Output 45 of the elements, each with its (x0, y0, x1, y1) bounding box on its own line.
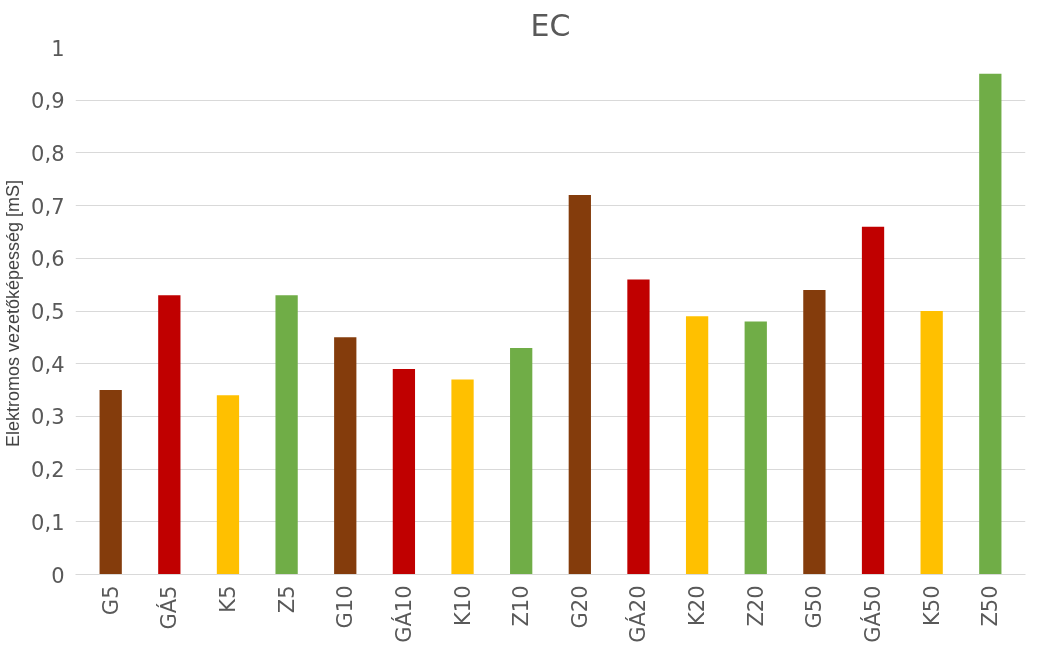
x-tick-label: GÁ5 (156, 585, 182, 630)
x-tick-label: Z20 (743, 585, 768, 627)
bar (979, 73, 1002, 575)
y-tick-label: 0,9 (31, 89, 65, 114)
y-tick-label: 0,8 (31, 141, 65, 166)
x-tick-label: K20 (685, 585, 710, 626)
bar (744, 321, 767, 575)
bar (627, 279, 650, 575)
bar (861, 226, 885, 575)
x-tick-label: K50 (919, 585, 944, 626)
y-tick-label: 0,3 (31, 405, 65, 430)
bar (451, 379, 474, 575)
bar (803, 289, 826, 575)
x-tick-label: G5 (98, 585, 123, 616)
y-tick-label: 0 (51, 563, 65, 588)
x-tick-label: K10 (450, 585, 475, 626)
chart-title: EC (530, 7, 571, 43)
x-tick-label: G50 (802, 585, 827, 629)
y-tick-label: 0,5 (31, 300, 65, 324)
x-tick-label: Z50 (978, 585, 1003, 627)
x-tick-label: GÁ20 (625, 585, 651, 643)
bar (216, 395, 240, 575)
bar (510, 347, 533, 575)
bar (392, 368, 416, 575)
y-axis-title: Elektromos vezetőképesség [mS] (3, 179, 24, 448)
x-tick-label: GÁ50 (860, 585, 886, 643)
x-tick-label: K5 (215, 585, 240, 613)
x-tick-label: G10 (333, 585, 358, 629)
y-tick-label: 1 (51, 36, 65, 61)
bar (158, 295, 181, 575)
y-tick-label: 0,2 (31, 458, 65, 483)
bar (568, 195, 591, 575)
bar (685, 316, 709, 575)
y-tick-label: 0,6 (31, 247, 65, 272)
y-tick-label: 0,7 (31, 194, 65, 219)
y-tick-label: 0,1 (31, 510, 65, 535)
x-tick-label: G20 (567, 585, 592, 629)
bar (99, 390, 122, 575)
y-tick-label: 0,4 (31, 352, 65, 377)
x-tick-label: Z5 (274, 585, 299, 614)
bar (334, 337, 357, 575)
bar (275, 295, 298, 575)
x-tick-label: GÁ10 (390, 585, 416, 643)
bar (920, 311, 943, 575)
x-tick-label: Z10 (509, 585, 534, 627)
